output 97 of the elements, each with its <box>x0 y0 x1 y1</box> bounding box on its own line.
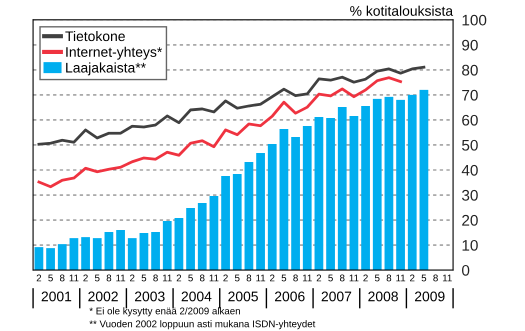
text: 2004 <box>182 292 212 302</box>
x-tick-label: 11 <box>116 274 126 282</box>
x-tick-label: 8 <box>246 274 252 282</box>
x-tick-label: 11 <box>302 274 312 282</box>
x-tick-label: 8 <box>60 274 65 282</box>
y-axis-title: % kotitalouksista <box>350 6 454 16</box>
x-tick-label: 11 <box>210 274 218 282</box>
bar <box>420 90 428 270</box>
x-tick-label: 5 <box>374 274 380 282</box>
bar <box>350 116 358 270</box>
bar <box>384 96 394 270</box>
bar <box>140 233 148 270</box>
legend-label: Tietokone <box>65 30 125 42</box>
bar <box>34 247 44 270</box>
text: 2006 <box>274 292 305 302</box>
x-tick-label: 2 <box>363 274 368 282</box>
bar <box>210 196 218 270</box>
bar <box>186 208 195 270</box>
bar <box>70 238 78 270</box>
bar <box>244 162 254 270</box>
legend-label: Internet-yhteys* <box>66 46 162 60</box>
bar <box>46 248 55 270</box>
text: 2007 <box>322 292 352 302</box>
bar <box>174 218 184 270</box>
bar <box>162 221 172 270</box>
bar <box>372 98 382 270</box>
y-tick-label: 0 <box>462 264 470 276</box>
x-tick-label: 2 <box>270 274 274 282</box>
bar <box>198 203 207 270</box>
x-tick-label: 2 <box>316 274 322 282</box>
bar <box>232 174 242 270</box>
text: ** Vuoden 2002 loppuun asti mukana ISDN-yhteydet <box>89 320 316 330</box>
bar <box>326 118 335 270</box>
text: 2008 <box>368 292 398 302</box>
bar <box>408 94 417 270</box>
x-tick-label: 11 <box>256 274 266 282</box>
bar <box>338 106 347 270</box>
x-tick-label: 5 <box>142 274 146 282</box>
x-tick-label: 8 <box>433 274 438 282</box>
bar <box>116 230 125 270</box>
bar <box>104 232 114 270</box>
x-tick-label: 2 <box>223 274 228 282</box>
x-tick-label: 8 <box>340 274 345 282</box>
bar <box>361 106 370 270</box>
x-tick-label: 8 <box>200 274 205 282</box>
y-tick-label: 40 <box>462 164 478 176</box>
x-tick-label: 8 <box>106 274 112 282</box>
bar <box>128 238 137 270</box>
x-tick-label: 2 <box>410 274 414 282</box>
line-series <box>38 76 402 188</box>
x-tick-label: 2 <box>36 274 42 282</box>
y-tick-label: 90 <box>462 40 478 51</box>
x-tick-label: 11 <box>162 274 172 282</box>
x-tick-label: 5 <box>282 274 286 282</box>
y-tick-label: 20 <box>462 214 478 226</box>
x-tick-label: 11 <box>70 274 78 282</box>
y-tick-label: 30 <box>462 190 478 201</box>
x-tick-label: 2 <box>130 274 134 282</box>
y-tick-label: 10 <box>462 240 478 251</box>
x-tick-label: 11 <box>396 274 406 282</box>
y-tick-label: 80 <box>462 64 478 76</box>
bar <box>291 136 300 270</box>
bar <box>81 237 90 270</box>
text: 2005 <box>228 292 258 302</box>
bar <box>280 128 288 270</box>
x-tick-label: 11 <box>350 274 358 282</box>
x-tick-label: 5 <box>188 274 193 282</box>
x-tick-label: 2 <box>83 274 88 282</box>
x-tick-label: 5 <box>48 274 53 282</box>
x-tick-label: 8 <box>153 274 158 282</box>
y-tick-label: 70 <box>462 90 478 101</box>
x-tick-label: 2 <box>176 274 182 282</box>
x-tick-label: 8 <box>293 274 298 282</box>
bar <box>302 126 312 270</box>
text: * Ei ole kysytty enää 2/2009 alkaen <box>89 307 240 316</box>
x-tick-label: 5 <box>422 274 426 282</box>
bar <box>221 176 230 270</box>
x-tick-label: 5 <box>94 274 100 282</box>
text: 2009 <box>414 292 445 302</box>
x-tick-label: 5 <box>234 274 240 282</box>
y-tick-label: 50 <box>462 140 478 151</box>
bar <box>314 116 324 270</box>
text: 2002 <box>88 292 118 302</box>
bar <box>151 232 160 270</box>
text: 2003 <box>134 292 165 302</box>
y-tick-label: 100 <box>462 14 486 26</box>
bar <box>58 244 67 270</box>
bar <box>256 152 265 270</box>
legend-label: Laajakaista** <box>66 62 146 76</box>
x-tick-label: 5 <box>328 274 333 282</box>
bar <box>268 144 277 270</box>
x-tick-label: 8 <box>386 274 392 282</box>
bar <box>396 100 405 270</box>
bar <box>92 238 102 270</box>
y-tick-label: 60 <box>462 114 478 126</box>
x-tick-label: 11 <box>442 274 452 282</box>
text: 2001 <box>42 292 72 302</box>
